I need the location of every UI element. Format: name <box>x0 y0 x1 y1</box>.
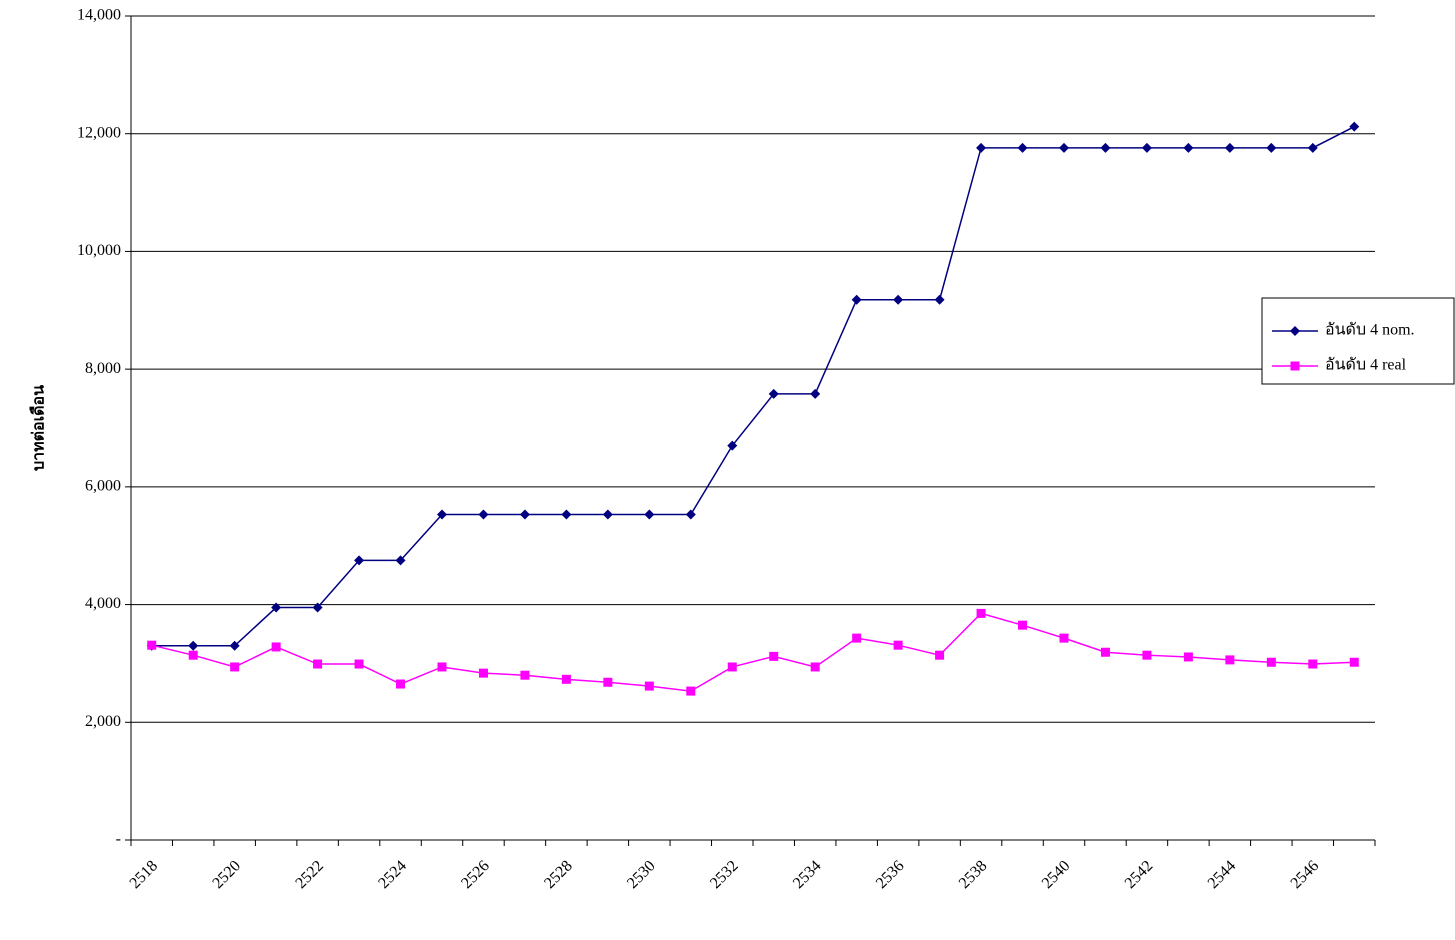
y-tick-label: 12,000 <box>77 124 121 141</box>
point <box>894 641 903 650</box>
x-tick-label: 2520 <box>209 857 244 892</box>
y-tick-label: 10,000 <box>77 242 121 259</box>
x-tick-label: 2524 <box>375 857 410 892</box>
point <box>1018 143 1028 153</box>
point <box>147 641 156 650</box>
y-tick-label: 8,000 <box>85 360 121 377</box>
x-tick-label: 2528 <box>541 857 576 892</box>
point <box>935 651 944 660</box>
point <box>1142 651 1151 660</box>
point <box>1100 143 1110 153</box>
x-tick-label: 2532 <box>707 857 742 892</box>
point <box>644 510 654 520</box>
point <box>603 510 613 520</box>
point <box>1225 655 1234 664</box>
point <box>893 295 903 305</box>
y-tick-label: 4,000 <box>85 595 121 612</box>
y-tick-label: 2,000 <box>85 713 121 730</box>
legend-label: อันดับ 4 nom. <box>1325 322 1415 339</box>
point <box>562 675 571 684</box>
x-tick-label: 2540 <box>1039 857 1074 892</box>
point <box>1267 658 1276 667</box>
point <box>603 678 612 687</box>
point <box>1308 660 1317 669</box>
point <box>479 669 488 678</box>
y-axis-label: บาทต่อเดือน <box>30 385 48 471</box>
point <box>1349 122 1359 132</box>
x-tick-label: 2522 <box>292 857 327 892</box>
point <box>686 687 695 696</box>
y-tick-label: - <box>116 831 121 848</box>
point <box>1183 143 1193 153</box>
point <box>810 389 820 399</box>
point <box>189 651 198 660</box>
point <box>728 662 737 671</box>
point <box>811 662 820 671</box>
x-tick-label: 2544 <box>1205 857 1240 892</box>
point <box>1060 634 1069 643</box>
y-tick-label: 6,000 <box>85 478 121 495</box>
point <box>396 680 405 689</box>
x-tick-label: 2536 <box>873 857 908 892</box>
point <box>230 662 239 671</box>
point <box>769 652 778 661</box>
point <box>1184 652 1193 661</box>
point <box>1266 143 1276 153</box>
point <box>520 510 530 520</box>
point <box>438 662 447 671</box>
point <box>561 510 571 520</box>
point <box>852 634 861 643</box>
point <box>977 609 986 618</box>
point <box>645 682 654 691</box>
point <box>852 295 862 305</box>
point <box>1308 143 1318 153</box>
x-tick-label: 2530 <box>624 857 659 892</box>
chart: บาทต่อเดือน - 2,000 4,000 6,000 8,000 10,000 1… <box>0 0 1455 940</box>
point <box>520 671 529 680</box>
x-tick-label: 2534 <box>790 857 825 892</box>
y-tick-label: 14,000 <box>77 7 121 24</box>
point <box>478 510 488 520</box>
point <box>1142 143 1152 153</box>
point <box>188 641 198 651</box>
x-tick-label: 2546 <box>1288 857 1323 892</box>
series-line <box>152 613 1355 691</box>
point <box>686 510 696 520</box>
point <box>313 660 322 669</box>
point <box>1225 143 1235 153</box>
legend-label: อันดับ 4 real <box>1325 357 1407 374</box>
point <box>976 143 986 153</box>
point <box>1059 143 1069 153</box>
point <box>935 295 945 305</box>
point <box>1350 658 1359 667</box>
x-tick-label: 2538 <box>956 857 991 892</box>
point <box>1101 648 1110 657</box>
x-tick-label: 2518 <box>127 857 162 892</box>
point <box>355 660 364 669</box>
x-tick-label: 2542 <box>1122 857 1157 892</box>
legend-marker <box>1291 362 1300 371</box>
point <box>1018 621 1027 630</box>
x-tick-label: 2526 <box>458 857 493 892</box>
point <box>272 642 281 651</box>
series-line <box>152 127 1355 646</box>
